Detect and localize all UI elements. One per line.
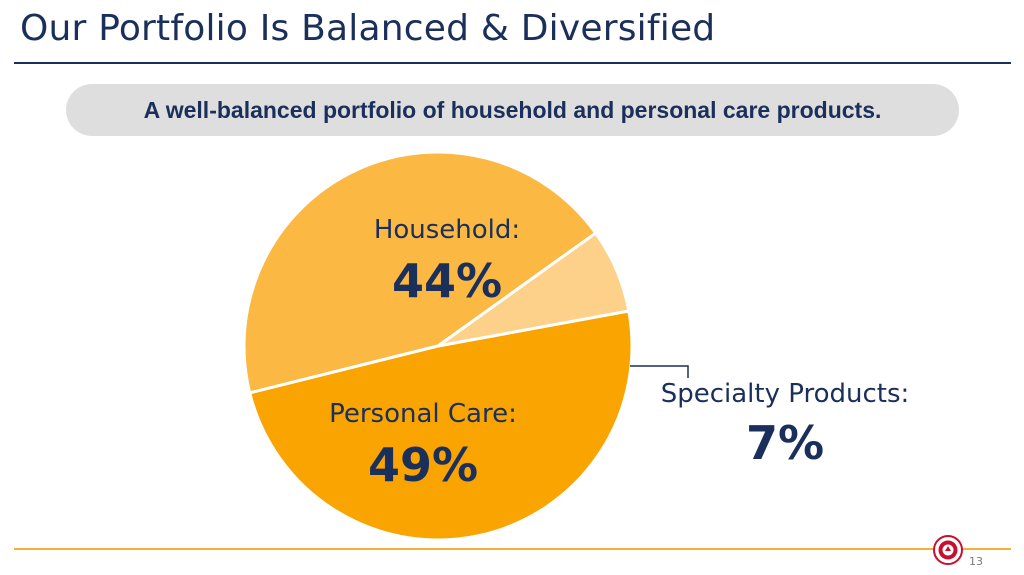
subtitle-banner: A well-balanced portfolio of household a…: [66, 84, 959, 136]
specialty-products-value: 7%: [746, 416, 824, 470]
pie-slice-household: [242, 150, 598, 395]
title-divider: [14, 62, 1011, 64]
pie-slice-personal-care: [247, 309, 634, 542]
pie-slice-specialty-products: [437, 230, 631, 348]
personal-care-label: Personal Care:: [329, 399, 517, 429]
household-value: 44%: [392, 254, 502, 308]
specialty-products-label: Specialty Products:: [661, 379, 910, 409]
brand-seal-icon: [933, 535, 963, 565]
personal-care-value: 49%: [368, 438, 478, 492]
household-label: Household:: [374, 215, 520, 245]
footer-divider: [14, 548, 1011, 550]
subtitle-text: A well-balanced portfolio of household a…: [143, 96, 882, 123]
page-number: 13: [969, 555, 983, 568]
specialty-leader-line: [630, 365, 689, 378]
slide-title: Our Portfolio Is Balanced & Diversified: [20, 8, 716, 49]
